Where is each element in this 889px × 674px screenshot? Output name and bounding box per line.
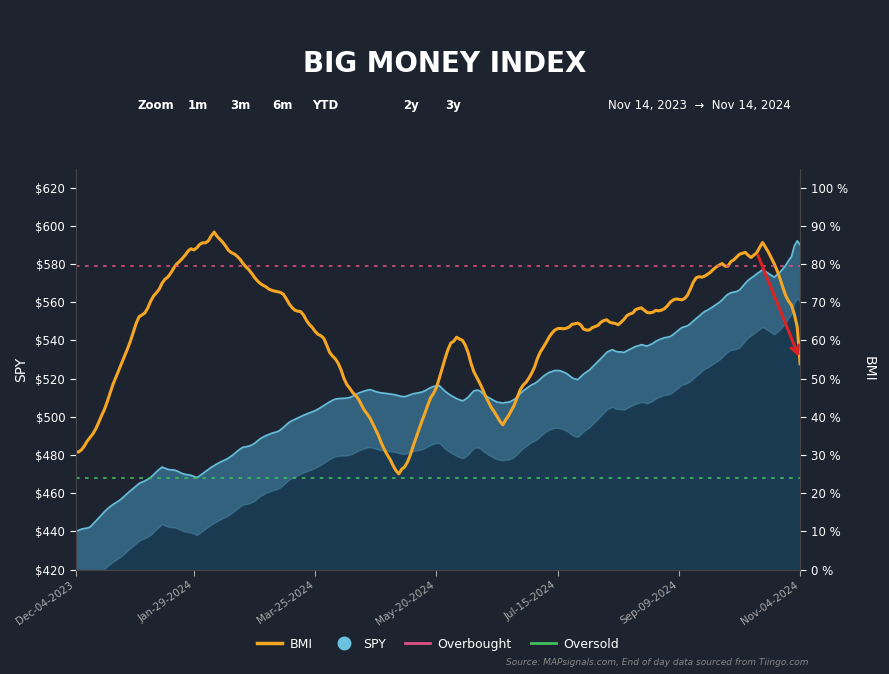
Text: BIG MONEY INDEX: BIG MONEY INDEX [303, 49, 586, 78]
Text: Nov 14, 2023  →  Nov 14, 2024: Nov 14, 2023 → Nov 14, 2024 [608, 99, 791, 113]
Y-axis label: BMI: BMI [861, 356, 876, 382]
Text: 3y: 3y [445, 99, 461, 113]
Y-axis label: SPY: SPY [14, 357, 28, 381]
Legend: BMI, SPY, Overbought, Oversold: BMI, SPY, Overbought, Oversold [252, 632, 624, 656]
Text: 1y: 1y [360, 99, 376, 113]
Text: Source: MAPsignals.com, End of day data sourced from Tiingo.com: Source: MAPsignals.com, End of day data … [507, 658, 809, 667]
Text: 3m: 3m [230, 99, 250, 113]
Text: Zoom: Zoom [138, 99, 174, 113]
Text: 6m: 6m [273, 99, 292, 113]
Text: 1m: 1m [188, 99, 207, 113]
Text: YTD: YTD [312, 99, 339, 113]
Text: 2y: 2y [403, 99, 419, 113]
